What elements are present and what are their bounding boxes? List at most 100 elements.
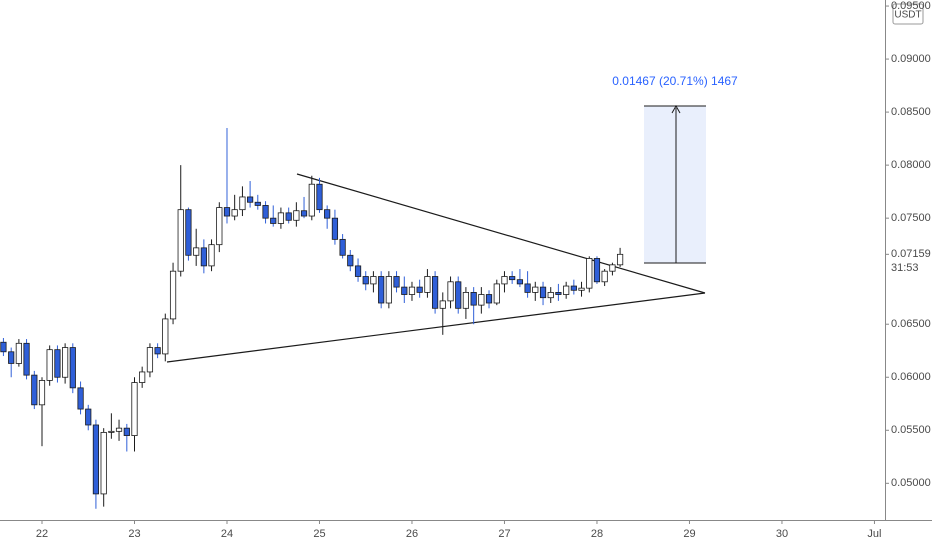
candle-body [277, 212, 285, 224]
candle-body [285, 212, 292, 221]
x-tick-label: 24 [221, 528, 233, 540]
x-tick-label: 23 [128, 528, 140, 540]
candle-body [8, 351, 15, 364]
candle-body [509, 276, 516, 281]
x-tick-label: 25 [313, 528, 325, 540]
candle-body [539, 286, 547, 299]
candle-body [31, 374, 38, 406]
candle-body [593, 258, 601, 283]
candle-body [385, 276, 392, 304]
candle-body [393, 276, 400, 288]
candle-body [378, 276, 385, 304]
candle-body [270, 217, 277, 224]
candle-body [193, 247, 200, 256]
candle-body [455, 281, 462, 309]
candle-body [54, 349, 61, 378]
candle-body [85, 408, 92, 426]
candle-body [115, 427, 123, 432]
candle-body [23, 342, 30, 376]
candle-body [62, 347, 69, 378]
candle-body [470, 292, 477, 306]
candle-body [570, 285, 577, 291]
candle-body [46, 349, 53, 381]
candle-body [293, 210, 300, 221]
candle-body [478, 294, 485, 306]
candle-body [239, 196, 246, 211]
candle-body [516, 279, 524, 285]
measure-label: 0.01467 (20.71%) 1467 [612, 74, 738, 88]
candle-body [100, 431, 107, 495]
candle-body [493, 283, 500, 304]
candle-body [439, 300, 446, 309]
candle-body [169, 270, 177, 320]
y-tick-label: 0.07500 [891, 212, 931, 224]
candle-body [177, 209, 184, 272]
candle-body [139, 371, 146, 383]
candle-body [462, 292, 470, 309]
triangle-lower-line [166, 292, 706, 363]
y-tick-label: 0.06500 [891, 318, 931, 330]
countdown-label: 31:53 [891, 262, 919, 274]
x-tick-label: 26 [406, 528, 418, 540]
y-tick-label: 0.06000 [891, 371, 931, 383]
candle-body [485, 294, 493, 304]
candle-body [262, 205, 269, 219]
x-tick-label: 22 [36, 528, 48, 540]
last-price-label: 0.07159 [891, 248, 931, 260]
candle-body [316, 183, 323, 211]
candle-body [563, 285, 570, 295]
candle-body [108, 430, 115, 433]
candle-body [208, 244, 215, 267]
candle-body [154, 347, 161, 355]
candle-body [432, 276, 439, 309]
candle-body [578, 287, 585, 291]
candle-body [131, 382, 138, 436]
candle-body [247, 196, 254, 203]
candle-body [416, 286, 423, 293]
candle-body [616, 253, 624, 266]
y-tick-label: 0.08500 [891, 106, 931, 118]
candle-body [15, 342, 22, 364]
currency-box [892, 3, 924, 25]
candle-body [424, 276, 431, 293]
x-tick-label: 27 [498, 528, 510, 540]
candle-body [501, 276, 508, 285]
candle-body [308, 183, 315, 217]
candle-body [223, 207, 231, 217]
candle-body [38, 380, 46, 406]
candle-body [92, 424, 100, 495]
candle-body [370, 276, 377, 285]
candle-body [555, 292, 562, 295]
measure-arrow-head [671, 104, 681, 114]
y-tick-label: 0.08000 [891, 159, 931, 171]
candle-body [339, 238, 346, 256]
triangle-upper-line [296, 173, 706, 294]
y-tick-label: 0.05000 [891, 477, 931, 489]
candle-body [609, 264, 616, 272]
x-tick-label: Jul [867, 528, 881, 540]
candle-body [524, 283, 531, 293]
candle-body [586, 258, 593, 289]
x-tick-label: 29 [683, 528, 695, 540]
currency-label: USDT [894, 10, 921, 21]
candle-body [347, 254, 354, 267]
candle-body [185, 209, 192, 256]
candle-body [0, 341, 7, 353]
candle-body [324, 209, 331, 219]
candle-body [532, 286, 539, 293]
candle-body [447, 281, 454, 302]
candle-body [254, 201, 261, 206]
candle-body [69, 347, 76, 389]
candle-body [216, 207, 223, 246]
measure-box [644, 106, 706, 263]
y-tick-label: 0.05500 [891, 424, 931, 436]
candle-body [331, 217, 339, 240]
candle-body [77, 387, 84, 410]
candle-body [408, 286, 416, 295]
candle-body [162, 318, 169, 355]
candle-body [300, 210, 308, 217]
plot-area [0, 128, 624, 509]
y-tick-label: 0.09500 [891, 0, 931, 12]
